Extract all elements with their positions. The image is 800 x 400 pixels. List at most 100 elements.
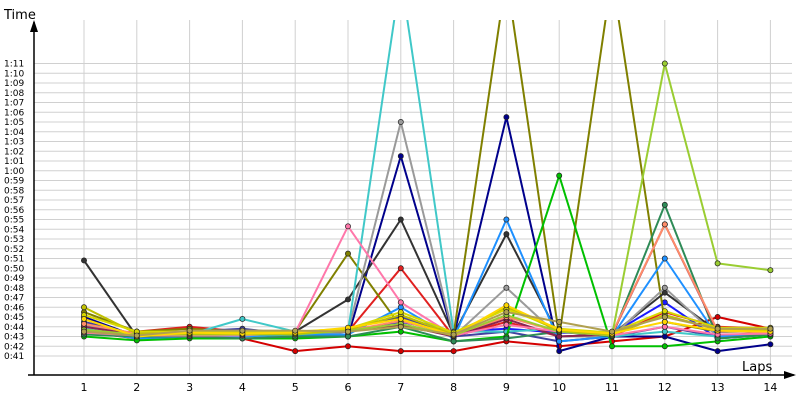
x-tick-label: 1 bbox=[81, 381, 88, 394]
data-point bbox=[503, 335, 510, 342]
y-tick-label: 1:04 bbox=[4, 128, 24, 138]
y-tick-label: 1:02 bbox=[4, 147, 24, 157]
y-tick-label: 0:43 bbox=[4, 333, 24, 343]
data-point bbox=[661, 323, 668, 330]
data-point bbox=[345, 343, 351, 350]
data-point bbox=[450, 338, 457, 345]
data-point bbox=[81, 257, 87, 264]
y-tick-label: 1:01 bbox=[4, 157, 24, 167]
series-line bbox=[83, 267, 771, 338]
data-point bbox=[397, 153, 404, 160]
data-point bbox=[81, 316, 87, 322]
data-point bbox=[714, 325, 721, 332]
y-tick-label: 0:52 bbox=[4, 245, 24, 255]
x-tick-label: 7 bbox=[397, 381, 404, 394]
data-point bbox=[609, 328, 615, 335]
data-point bbox=[661, 318, 668, 325]
data-point bbox=[503, 309, 510, 316]
data-point bbox=[345, 328, 351, 335]
y-tick-label: 1:09 bbox=[4, 79, 24, 89]
y-tick-label: 0:51 bbox=[4, 255, 24, 265]
y-tick-label: 0:50 bbox=[4, 264, 24, 274]
y-tick-label: 0:53 bbox=[4, 235, 24, 245]
data-point bbox=[661, 308, 668, 315]
y-tick-label: 1:08 bbox=[4, 89, 24, 99]
x-tick-label: 2 bbox=[133, 381, 140, 394]
x-tick-label: 12 bbox=[658, 381, 672, 394]
data-point bbox=[397, 265, 404, 272]
series-line bbox=[83, 225, 771, 337]
data-point bbox=[767, 325, 774, 332]
y-tick-label: 0:47 bbox=[4, 294, 24, 304]
data-point bbox=[661, 284, 668, 291]
data-point bbox=[397, 304, 404, 311]
y-tick-label: 0:48 bbox=[4, 284, 24, 294]
data-point bbox=[503, 302, 510, 309]
data-point bbox=[397, 328, 404, 335]
data-point bbox=[503, 114, 510, 121]
data-point bbox=[450, 348, 457, 355]
y-tick-label: 0:56 bbox=[4, 206, 24, 216]
y-tick-label: 1:11 bbox=[4, 60, 24, 70]
y-tick-label: 0:49 bbox=[4, 274, 24, 284]
data-point bbox=[503, 284, 510, 291]
y-tick-label: 0:46 bbox=[4, 303, 24, 313]
data-point bbox=[397, 323, 404, 330]
x-tick-label: 9 bbox=[503, 381, 510, 394]
y-tick-label: 1:10 bbox=[4, 69, 24, 79]
y-tick-label: 1:03 bbox=[4, 138, 24, 148]
data-point bbox=[556, 326, 563, 333]
y-tick-label: 0:58 bbox=[4, 186, 24, 196]
data-point bbox=[661, 201, 668, 208]
tick-labels: 0:410:420:430:440:450:460:470:480:490:50… bbox=[4, 60, 777, 395]
series-line bbox=[83, 20, 771, 338]
x-axis-arrow bbox=[784, 371, 796, 379]
data-point bbox=[556, 348, 563, 355]
data-point bbox=[503, 216, 510, 223]
series-layer bbox=[81, 20, 774, 355]
data-point bbox=[292, 327, 299, 334]
data-point bbox=[767, 267, 774, 274]
data-point bbox=[556, 338, 563, 345]
data-point bbox=[81, 320, 87, 327]
data-point bbox=[661, 328, 668, 335]
data-point bbox=[133, 332, 140, 339]
data-point bbox=[345, 333, 351, 340]
series bbox=[81, 309, 774, 339]
data-point bbox=[397, 348, 404, 355]
data-point bbox=[397, 316, 404, 322]
data-point bbox=[714, 348, 721, 355]
data-point bbox=[609, 343, 615, 350]
x-tick-label: 3 bbox=[186, 381, 193, 394]
y-tick-label: 0:57 bbox=[4, 196, 24, 206]
x-tick-label: 14 bbox=[763, 381, 777, 394]
series bbox=[81, 223, 774, 339]
series-line bbox=[83, 174, 771, 348]
x-tick-label: 4 bbox=[239, 381, 246, 394]
data-point bbox=[397, 216, 404, 223]
y-axis-title: Time bbox=[3, 8, 36, 23]
y-axis-arrow bbox=[30, 20, 38, 32]
data-point bbox=[397, 119, 404, 125]
y-tick-label: 1:05 bbox=[4, 118, 24, 128]
y-tick-label: 0:44 bbox=[4, 323, 24, 333]
x-tick-label: 11 bbox=[605, 381, 619, 394]
y-tick-label: 1:06 bbox=[4, 108, 24, 118]
x-tick-label: 5 bbox=[292, 381, 299, 394]
data-point bbox=[397, 299, 404, 306]
data-point bbox=[661, 221, 668, 228]
y-tick-label: 1:00 bbox=[4, 167, 24, 177]
data-point bbox=[556, 172, 563, 179]
data-point bbox=[661, 60, 668, 67]
y-tick-label: 0:54 bbox=[4, 225, 24, 235]
series-line bbox=[83, 311, 771, 337]
y-tick-label: 0:55 bbox=[4, 216, 24, 226]
data-point bbox=[81, 304, 87, 311]
data-point bbox=[345, 250, 351, 257]
data-point bbox=[661, 343, 668, 350]
x-tick-label: 13 bbox=[711, 381, 725, 394]
y-tick-label: 1:07 bbox=[4, 99, 24, 109]
data-point bbox=[767, 341, 774, 348]
data-point bbox=[503, 321, 510, 328]
data-point bbox=[714, 260, 721, 267]
